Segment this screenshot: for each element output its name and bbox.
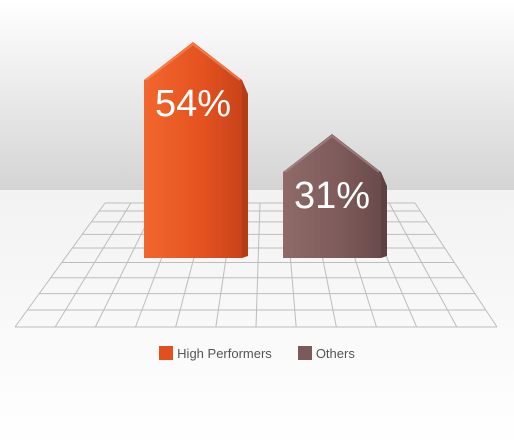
legend-swatch-high-performers bbox=[159, 346, 174, 360]
grid-line-vertical bbox=[388, 202, 458, 328]
bar-body bbox=[144, 42, 242, 258]
legend-item-others: Others bbox=[297, 345, 355, 361]
grid-line-vertical bbox=[54, 202, 132, 328]
legend-swatch-others bbox=[297, 346, 312, 360]
backdrop-wall bbox=[0, 0, 514, 190]
bar-body bbox=[283, 134, 381, 258]
bar-side bbox=[242, 80, 248, 258]
bar-roof-highlight bbox=[284, 134, 380, 173]
bar-value-label: 54% bbox=[155, 83, 231, 125]
bar-roof-highlight bbox=[145, 42, 241, 81]
bar-others: 31% bbox=[283, 134, 387, 258]
grid-line-vertical bbox=[14, 202, 106, 328]
backdrop-floor bbox=[0, 190, 514, 446]
grid-line-vertical bbox=[414, 202, 498, 328]
bar-side bbox=[381, 172, 387, 258]
grid-line-vertical bbox=[255, 202, 261, 328]
bars-group: 54% 31% bbox=[144, 42, 387, 258]
legend-label-others: Others bbox=[315, 345, 355, 361]
legend-label-high-performers: High Performers bbox=[177, 345, 272, 361]
bar-value-label: 31% bbox=[294, 175, 370, 217]
bar-high-performers: 54% bbox=[144, 42, 248, 258]
legend: High Performers Others bbox=[0, 343, 514, 363]
legend-item-high-performers: High Performers bbox=[159, 346, 272, 361]
